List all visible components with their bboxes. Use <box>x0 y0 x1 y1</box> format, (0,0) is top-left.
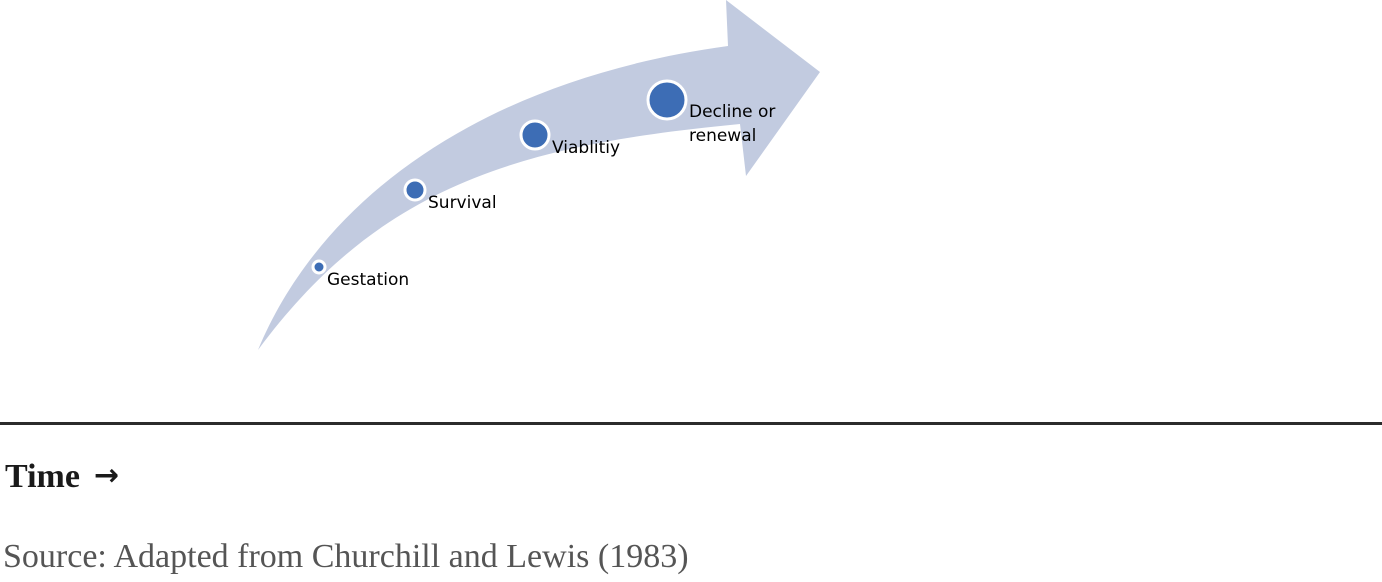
stage-marker-3 <box>519 119 551 151</box>
source-caption: Source: Adapted from Churchill and Lewis… <box>3 538 689 575</box>
stage-label-line: Decline or <box>689 102 775 122</box>
stage-label-line: Gestation <box>327 270 409 290</box>
stage-label-line: Viablitiy <box>552 138 620 158</box>
stage-label-3: Viablitiy <box>552 138 620 158</box>
stage-label-1: Gestation <box>327 270 409 290</box>
divider-line <box>0 422 1382 425</box>
time-axis-label: Time → <box>5 458 119 496</box>
stage-label-line: Survival <box>428 193 497 213</box>
stage-labels: Gestation Survival Viablitiy Decline or rene… <box>327 102 775 290</box>
stage-markers <box>311 79 688 275</box>
growth-arrow <box>258 0 820 350</box>
stage-marker-1 <box>311 259 327 275</box>
stage-marker-2 <box>403 178 427 202</box>
stage-label-2: Survival <box>428 193 497 213</box>
stage-marker-4 <box>646 79 688 121</box>
time-label-text: Time <box>5 458 80 495</box>
right-arrow-icon: → <box>93 458 120 493</box>
stage-label-line: renewal <box>689 126 756 146</box>
stage-label-4: Decline or renewal <box>689 102 775 146</box>
